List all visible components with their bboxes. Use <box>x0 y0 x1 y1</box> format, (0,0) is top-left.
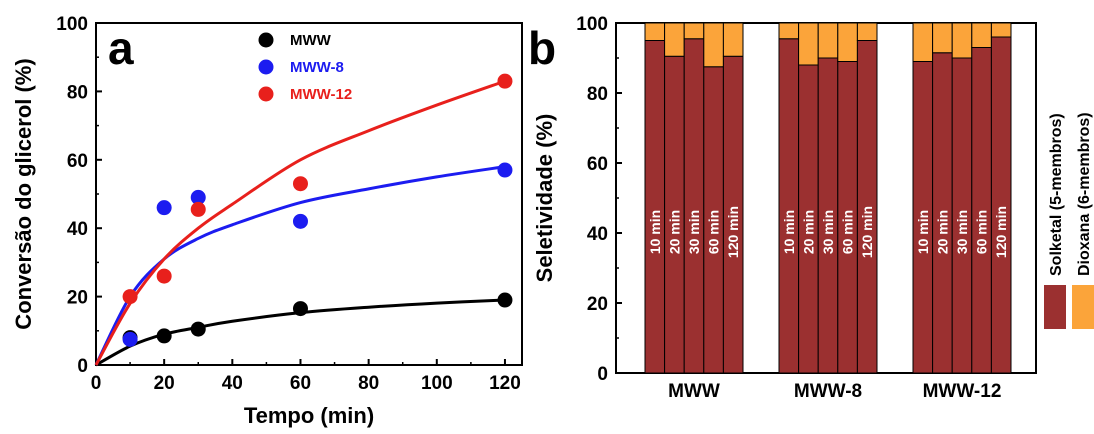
bar-solketal <box>644 40 666 374</box>
panel-a-y-tick-label: 60 <box>67 151 88 172</box>
bar-dioxana <box>856 22 878 41</box>
bar-dioxana <box>683 22 705 40</box>
panel-b-y-tick-label: 100 <box>576 14 608 35</box>
bar-dioxana <box>951 22 973 59</box>
panel-b-category-label: MWW <box>668 381 720 402</box>
bar-time-label: 60 min <box>840 210 856 254</box>
panel-b-y-tick-label: 40 <box>587 224 608 245</box>
bar-time-label: 30 min <box>686 210 702 254</box>
series-mww-point <box>156 328 172 344</box>
series-mww-12-fit-line <box>94 79 506 366</box>
panel-b-category-label: MWW-12 <box>923 381 1002 402</box>
bar-time-label: 120 min <box>993 206 1009 258</box>
panel-a-y-tick-label: 40 <box>67 219 88 240</box>
series-mww-8-point <box>156 200 172 216</box>
series-mww-fit-line <box>95 298 506 367</box>
legend-label-dioxana: Dioxana (6-membros) <box>1076 112 1093 276</box>
bar-dioxana <box>798 22 819 66</box>
legend-label-mww-8: MWW-8 <box>290 59 344 76</box>
bar-dioxana <box>817 22 839 59</box>
legend-swatch-solketal <box>1044 285 1066 329</box>
legend-marker-mww-12 <box>258 86 274 102</box>
panel-a-y-axis-label: Conversão do glicerol (%) <box>11 58 36 329</box>
panel-b-category-label: MWW-8 <box>794 381 862 402</box>
legend-swatch-dioxana <box>1072 285 1094 329</box>
series-mww-8-fit-line <box>94 165 506 366</box>
series-mww-8-point <box>122 331 138 347</box>
bar-time-label: 30 min <box>954 210 970 254</box>
series-mww-12-point <box>497 73 513 89</box>
bar-solketal <box>778 38 800 374</box>
series-mww-8-point <box>292 213 308 229</box>
series-mww-8-point <box>497 162 513 178</box>
bar-solketal <box>990 36 1012 374</box>
panel-a-x-tick-label: 80 <box>358 373 379 394</box>
bar-time-label: 10 min <box>915 210 931 254</box>
bar-time-label: 10 min <box>647 210 663 254</box>
panel-b-y-tick-label: 60 <box>587 154 608 175</box>
bar-dioxana <box>932 22 953 54</box>
panel-a-y-tick-label: 20 <box>67 288 88 309</box>
legend-marker-mww-8 <box>258 59 274 75</box>
series-mww-12-point <box>292 176 308 192</box>
panel-a-y-tick-label: 0 <box>77 356 88 377</box>
panel-b-letter: b <box>528 22 556 74</box>
bar-dioxana <box>722 22 744 57</box>
bar-time-label: 60 min <box>706 210 722 254</box>
series-mww-point <box>190 321 206 337</box>
panel-a-x-axis-label: Tempo (min) <box>244 403 374 428</box>
bar-time-label: 20 min <box>800 210 816 254</box>
bar-dioxana <box>778 22 800 40</box>
bar-dioxana <box>644 22 666 41</box>
legend-label-mww-12: MWW-12 <box>290 86 352 103</box>
panel-a-x-tick-label: 40 <box>222 373 243 394</box>
bar-dioxana <box>664 22 685 57</box>
bar-dioxana <box>837 22 858 62</box>
panel-a: a 0 20 40 60 80 100 120 0 20 40 60 80 100 MWW MWW-8 MW… <box>11 14 523 428</box>
series-mww-point <box>292 301 308 317</box>
legend-label-mww: MWW <box>290 32 332 49</box>
bar-dioxana <box>971 22 992 48</box>
bar-time-label: 20 min <box>934 210 950 254</box>
panel-a-x-tick-label: 100 <box>421 373 453 394</box>
panel-a-x-tick-label: 120 <box>489 373 521 394</box>
panel-b-y-tick-label: 80 <box>587 84 608 105</box>
bar-time-label: 30 min <box>820 210 836 254</box>
panel-a-letter: a <box>108 22 134 74</box>
series-mww-12-point <box>190 201 206 217</box>
bar-time-label: 120 min <box>725 206 741 258</box>
panel-a-x-tick-label: 0 <box>91 373 102 394</box>
panel-a-x-tick-label: 60 <box>290 373 311 394</box>
panel-a-x-tick-label: 20 <box>154 373 175 394</box>
bar-dioxana <box>703 22 724 68</box>
panel-b-y-tick-label: 20 <box>587 294 608 315</box>
bar-time-label: 60 min <box>974 210 990 254</box>
bar-solketal <box>683 38 705 374</box>
bar-time-label: 10 min <box>781 210 797 254</box>
series-mww-8-point <box>190 189 206 205</box>
legend-marker-mww <box>258 32 274 48</box>
panel-b-y-tick-label: 0 <box>597 364 608 385</box>
panel-a-y-tick-label: 80 <box>67 82 88 103</box>
series-mww-12-point <box>156 268 172 284</box>
panel-b-y-axis-label: Seletividade (%) <box>532 114 557 283</box>
bar-dioxana <box>912 22 934 62</box>
bar-time-label: 120 min <box>859 206 875 258</box>
bar-time-label: 20 min <box>666 210 682 254</box>
series-mww-12-point <box>122 289 138 305</box>
legend-label-solketal: Solketal (5-membros) <box>1048 113 1065 276</box>
bar-dioxana <box>990 22 1012 38</box>
panel-a-y-tick-label: 100 <box>56 14 88 35</box>
series-mww-point <box>497 292 513 308</box>
